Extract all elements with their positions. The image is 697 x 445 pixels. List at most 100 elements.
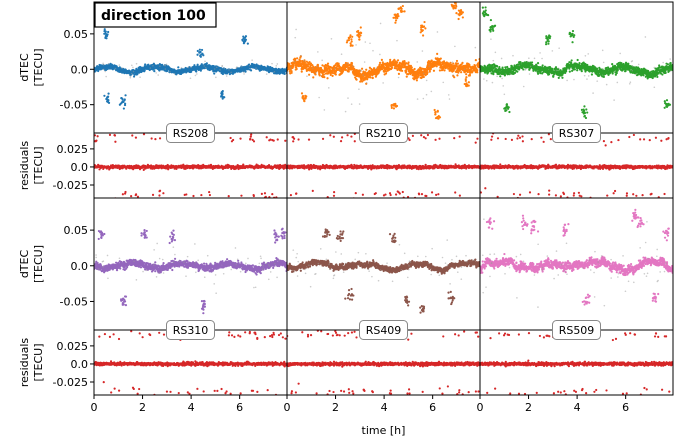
- residual-outlier-point: [401, 190, 404, 194]
- dtec-point: [516, 70, 519, 73]
- residual-outlier-point: [417, 193, 421, 196]
- dtec-outlier-point: [303, 99, 306, 102]
- dtec-outlier-point: [350, 38, 353, 41]
- residual-outlier-point: [251, 138, 254, 141]
- residual-outlier-point: [458, 135, 461, 138]
- residual-outlier-point: [108, 133, 112, 137]
- dtec-flagged-point: [355, 44, 357, 46]
- dtec-outlier-point: [221, 95, 225, 99]
- residual-outlier-point: [208, 193, 212, 197]
- residual-outlier-point: [408, 138, 411, 142]
- dtec-outlier-point: [453, 6, 456, 9]
- residual-point: [465, 167, 468, 170]
- dtec-flagged-point: [295, 28, 297, 31]
- dtec-flagged-point: [379, 53, 381, 56]
- dtec-point: [380, 58, 383, 61]
- dtec-flagged-point: [104, 70, 107, 73]
- dtec-flagged-point: [312, 67, 314, 70]
- dtec-point: [323, 76, 326, 79]
- dtec-flagged-point: [165, 63, 168, 66]
- dtec-flagged-point: [265, 73, 268, 75]
- dtec-outlier-point: [124, 94, 127, 97]
- residual-outlier-point: [154, 138, 157, 141]
- residual-point: [353, 163, 356, 167]
- dtec-point: [453, 76, 456, 79]
- dtec-outlier-point: [120, 96, 123, 100]
- dtec-series-RS208: [94, 28, 287, 110]
- dtec-point: [166, 69, 169, 73]
- dtec-outlier-point: [302, 95, 305, 98]
- residual-outlier-point: [354, 192, 357, 195]
- dtec-outlier-point: [394, 19, 398, 22]
- dtec-point: [452, 62, 455, 65]
- dtec-outlier-point: [465, 83, 468, 86]
- dtec-flagged-point: [173, 73, 176, 75]
- residual-outlier-point: [134, 136, 138, 139]
- dtec-flagged-point: [474, 46, 477, 49]
- dtec-point: [405, 70, 408, 73]
- dtec-point: [326, 62, 330, 65]
- dtec-flagged-point: [436, 31, 439, 33]
- dtec-point: [460, 71, 463, 74]
- dtec-point: [381, 61, 384, 64]
- dtec-point: [368, 69, 371, 72]
- residual-outlier-point: [269, 138, 272, 141]
- residual-outlier-point: [158, 189, 162, 192]
- dtec-flagged-point: [463, 68, 466, 71]
- dtec-flagged-point: [163, 64, 166, 66]
- dtec-point: [473, 65, 477, 68]
- dtec-flagged-point: [236, 66, 238, 68]
- dtec-flagged-point: [352, 65, 354, 67]
- dtec-flagged-point: [330, 38, 333, 40]
- residual-outlier-point: [396, 190, 399, 193]
- dtec-point: [331, 74, 334, 77]
- dtec-flagged-point: [273, 71, 276, 73]
- dtec-outlier-point: [123, 103, 127, 107]
- dtec-point: [249, 69, 253, 72]
- residual-outlier-point: [240, 194, 243, 197]
- dtec-point: [378, 63, 381, 66]
- dtec-flagged-point: [149, 67, 152, 69]
- dtec-outlier-point: [450, 0, 452, 1]
- dtec-point: [519, 61, 522, 64]
- dtec-flagged-point: [416, 98, 419, 100]
- dtec-point: [455, 59, 459, 63]
- dtec-point: [417, 74, 420, 77]
- dtec-flagged-point: [221, 65, 223, 68]
- residual-outlier-point: [229, 136, 232, 140]
- dtec-point: [381, 67, 384, 71]
- residual-outlier-point: [422, 135, 426, 139]
- dtec-point: [372, 67, 376, 70]
- residual-outlier-point: [158, 194, 161, 197]
- dtec-flagged-point: [255, 67, 257, 69]
- dtec-point: [468, 73, 471, 76]
- dtec-outlier-point: [357, 29, 360, 33]
- dtec-flagged-point: [372, 49, 374, 52]
- dtec-outlier-point: [421, 34, 425, 37]
- dtec-outlier-point: [349, 34, 352, 37]
- dtec-flagged-point: [132, 70, 135, 73]
- residual-outlier-point: [329, 134, 332, 137]
- dtec-flagged-point: [360, 70, 363, 72]
- residual-point: [417, 168, 420, 171]
- dtec-flagged-point: [425, 79, 428, 82]
- residual-outlier-point: [406, 195, 410, 198]
- dtec-point: [294, 57, 297, 61]
- dtec-point: [138, 71, 141, 74]
- residual-outlier-point: [434, 138, 437, 141]
- dtec-flagged-point: [396, 39, 398, 42]
- dtec-flagged-point: [375, 67, 377, 69]
- residual-outlier-point: [424, 137, 427, 140]
- dtec-outlier-point: [345, 41, 349, 44]
- dtec-outlier-point: [457, 13, 460, 16]
- dtec-outlier-point: [360, 31, 363, 35]
- dtec-point: [365, 68, 368, 71]
- dtec-flagged-point: [365, 82, 368, 84]
- dtec-point: [428, 70, 431, 73]
- dtec-point: [244, 70, 247, 73]
- dtec-flagged-point: [347, 97, 349, 99]
- dtec-point: [118, 66, 121, 69]
- dtec-point: [503, 73, 506, 76]
- dtec-flagged-point: [190, 66, 192, 69]
- residual-outlier-point: [430, 191, 434, 194]
